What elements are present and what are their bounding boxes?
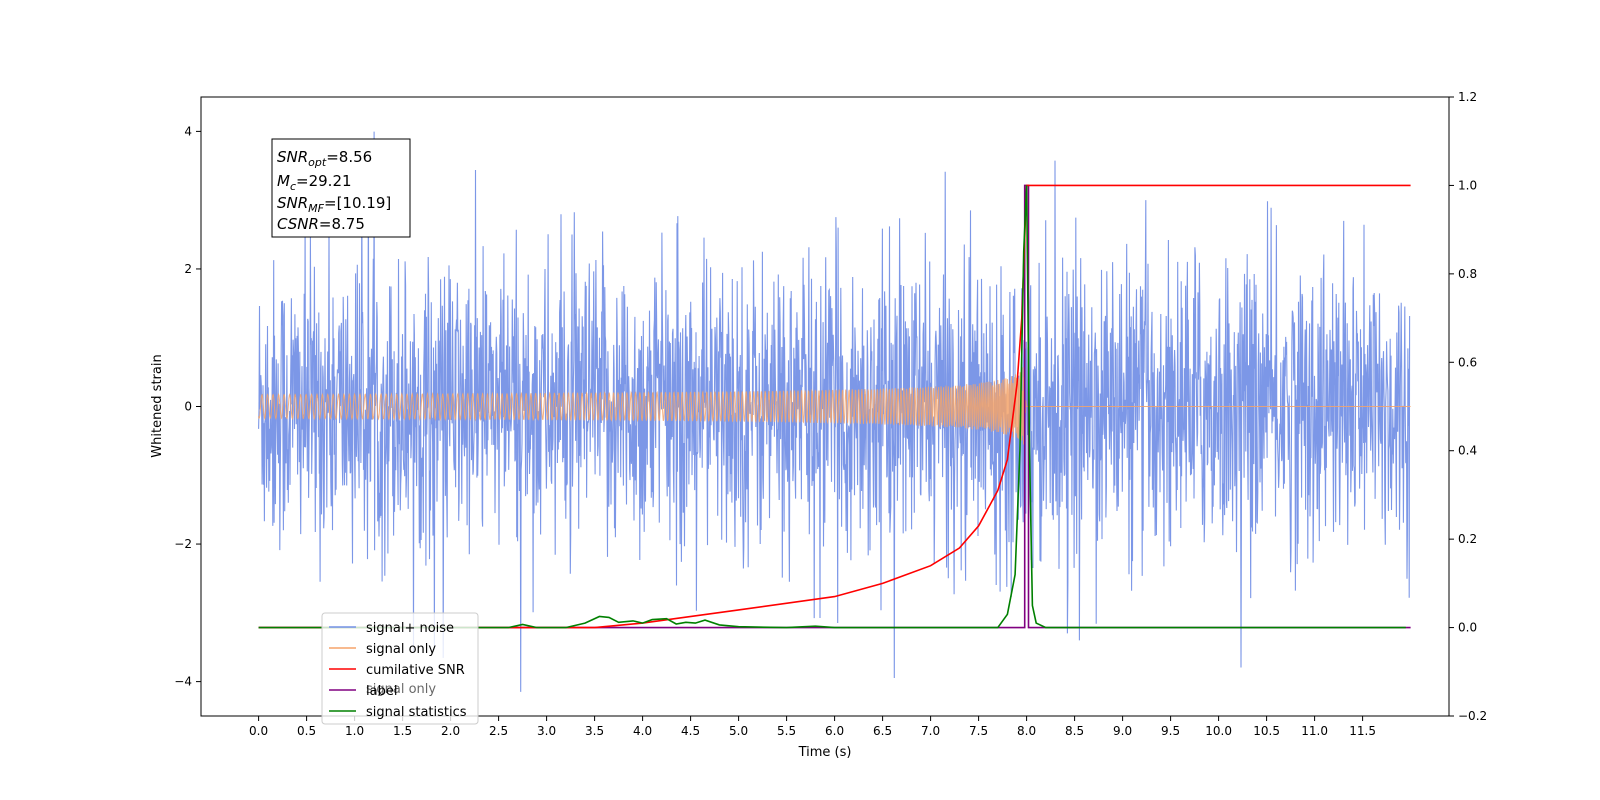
y-axis-left-ticks: 4 2 0 −2 −4	[174, 124, 201, 689]
x-tick-label: 4.0	[633, 724, 652, 738]
x-tick-label: 10.0	[1205, 724, 1232, 738]
x-tick-label: 11.0	[1301, 724, 1328, 738]
annotation-snr-opt: SNRopt=8.56	[277, 148, 372, 169]
x-axis-label: Time (s)	[798, 745, 852, 760]
legend-frame	[321, 612, 479, 725]
x-tick-label: 2.5	[489, 724, 508, 738]
y-right-tick-label: 0.0	[1458, 621, 1477, 635]
series-signal-only-line	[258, 367, 1411, 445]
y-left-tick-label: 4	[184, 124, 192, 138]
x-tick-label: 0.5	[297, 724, 316, 738]
x-tick-label: 1.5	[393, 724, 412, 738]
annotation-frame	[271, 138, 411, 238]
x-tick-label: 9.5	[1161, 724, 1180, 738]
y-right-tick-label: 1.2	[1458, 90, 1477, 104]
x-axis-ticks: 0.0 0.5 1.0 1.5 2.0 2.5 3.0 3.5 4.0 4.5 5.0 5.5 6.0 6…	[249, 716, 1376, 738]
chart-data-layer	[258, 131, 1411, 692]
x-tick-label: 2.0	[441, 724, 460, 738]
y-axis-right-ticks: 1.2 1.0 0.8 0.6 0.4 0.2 0.0 −0.2	[1449, 90, 1487, 723]
x-tick-label: 5.0	[729, 724, 748, 738]
legend-entries: signal+ noise signal only cumilative SNR la…	[329, 621, 467, 720]
legend-label: cumilative SNR	[366, 663, 465, 678]
legend-label-overlap: signal only	[366, 682, 436, 697]
x-tick-label: 8.5	[1065, 724, 1084, 738]
x-tick-label: 7.0	[921, 724, 940, 738]
x-tick-label: 10.5	[1253, 724, 1280, 738]
x-tick-label: 3.5	[585, 724, 604, 738]
x-tick-label: 4.5	[681, 724, 700, 738]
x-tick-label: 1.0	[345, 724, 364, 738]
y-left-tick-label: −4	[174, 675, 192, 689]
x-tick-label: 5.5	[777, 724, 796, 738]
x-tick-label: 11.5	[1349, 724, 1376, 738]
annotation-box: SNRopt=8.56 Mc=29.21 SNRMF=[10.19] CSNR=…	[271, 138, 411, 238]
annotation-csnr: CSNR=8.75	[277, 215, 365, 233]
y-right-tick-label: 0.8	[1458, 267, 1477, 281]
annotation-snr-mf: SNRMF=[10.19]	[277, 194, 391, 215]
x-tick-label: 7.5	[969, 724, 988, 738]
legend-label: signal+ noise	[366, 621, 454, 636]
y-left-tick-label: 2	[184, 262, 192, 276]
y-axis-label: Whitened strain	[150, 354, 165, 457]
series-signal-noise-line	[258, 131, 1411, 692]
legend-label: signal statistics	[366, 705, 467, 720]
y-left-tick-label: −2	[174, 537, 192, 551]
x-tick-label: 9.0	[1113, 724, 1132, 738]
y-right-tick-label: −0.2	[1458, 709, 1487, 723]
y-right-tick-label: 1.0	[1458, 178, 1477, 192]
x-tick-label: 0.0	[249, 724, 268, 738]
y-left-tick-label: 0	[184, 400, 192, 414]
legend-label: label	[366, 684, 397, 699]
legend: signal+ noise signal only cumilative SNR la…	[321, 612, 479, 725]
x-tick-label: 6.0	[825, 724, 844, 738]
y-right-tick-label: 0.2	[1458, 532, 1477, 546]
legend-label: signal only	[366, 642, 436, 657]
series-signal-statistics-line	[258, 185, 1406, 629]
x-tick-label: 8.0	[1017, 724, 1036, 738]
y-right-tick-label: 0.6	[1458, 355, 1477, 369]
x-tick-label: 3.0	[537, 724, 556, 738]
y-right-tick-label: 0.4	[1458, 444, 1477, 458]
annotation-chirp-mass: Mc=29.21	[277, 172, 352, 193]
x-tick-label: 6.5	[873, 724, 892, 738]
